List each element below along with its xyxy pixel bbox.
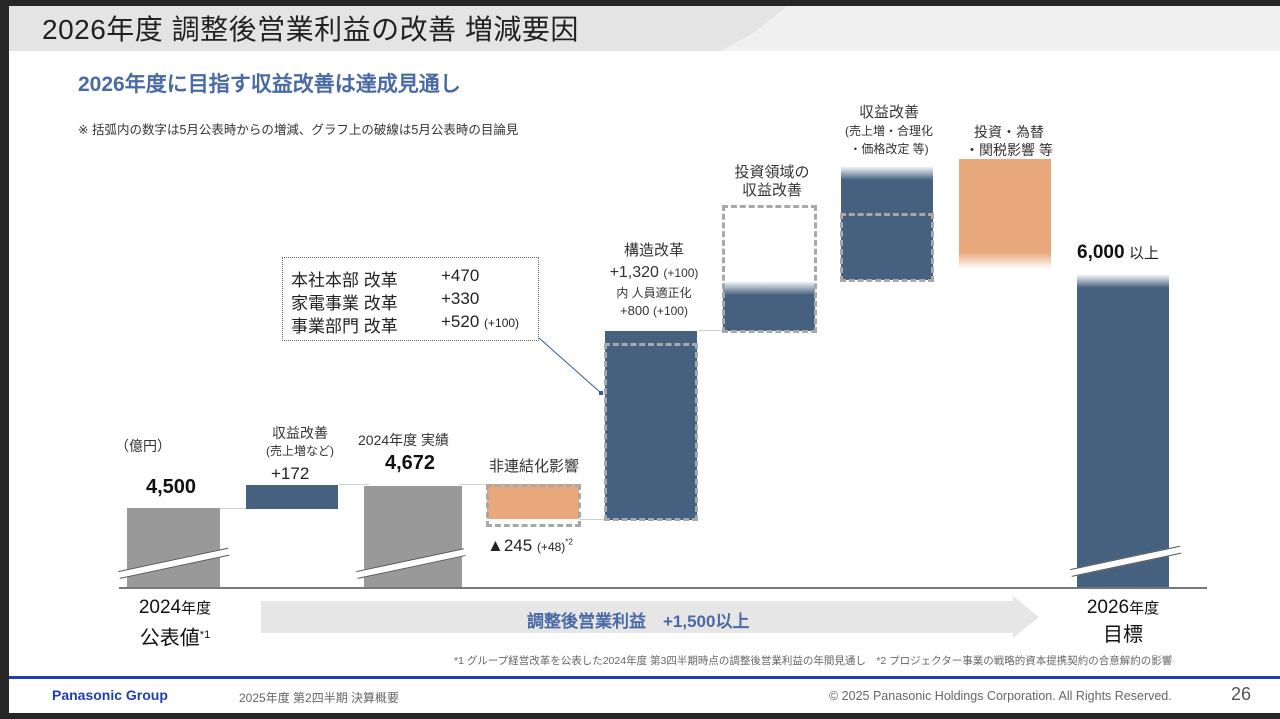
- bar-value-2024-forecast: 4,500: [146, 476, 197, 498]
- bar-2026-target: [1077, 274, 1169, 587]
- bar-label-line: 収益改善: [272, 425, 328, 441]
- plan-outline: [722, 205, 817, 333]
- year: 2026: [1086, 597, 1130, 618]
- bar-label-revenue: 収益改善 (売上増など): [254, 424, 346, 460]
- label-line: ・関税影響 等: [965, 142, 1053, 158]
- footer-period: 2025年度 第2四半期 決算概要: [239, 691, 400, 705]
- connector: [339, 484, 369, 485]
- bar-label-deconsolidation: 非連結化影響: [489, 458, 580, 475]
- bar-structural-reform: [605, 331, 697, 520]
- callout-row: 事業部門 改革 +520 (+100): [291, 312, 519, 337]
- nendo: 年度: [181, 600, 212, 617]
- structural-reform-breakdown: 本社本部 改革 +470 家電事業 改革 +330 事業部門 改革 +520 (+10…: [282, 257, 539, 341]
- footer-divider: [9, 676, 1280, 679]
- page-number: 26: [1231, 684, 1252, 704]
- title-bar: [9, 6, 1280, 51]
- sub-label: 内 人員適正化: [616, 286, 692, 300]
- row-label: 本社本部 改革: [291, 271, 398, 290]
- label-line: 投資・為替: [974, 124, 1044, 140]
- page-subtitle: 2026年度に目指す収益改善は達成見通し: [78, 73, 461, 96]
- bar-revenue-improvement: [246, 485, 338, 509]
- bar-deconsolidation: [487, 484, 579, 519]
- page-title: 2026年度 調整後営業利益の改善 増減要因: [42, 14, 579, 45]
- footer-copyright: © 2025 Panasonic Holdings Corporation. A…: [829, 689, 1172, 703]
- bar-2024-forecast: [127, 508, 220, 587]
- value: ▲245: [487, 536, 533, 555]
- label: 目標: [1103, 624, 1143, 646]
- bar-investment-areas: [723, 281, 815, 331]
- title-bar-accent: [720, 6, 1280, 51]
- x-label-2024: 2024年度 公表値*1: [127, 595, 223, 653]
- callout-leader-line: [538, 337, 603, 395]
- slide: 2026年度 調整後営業利益の改善 増減要因 2026年度に目指す収益改善は達成…: [9, 6, 1280, 713]
- nendo: 年度: [1129, 600, 1160, 617]
- bar-label-revenue-improvement: 収益改善 (売上増・合理化 ・価格改定 等): [829, 104, 949, 158]
- connector: [459, 484, 489, 485]
- row-value: +470: [441, 266, 480, 285]
- arrow-text: 調整後営業利益 +1,500以上: [527, 612, 750, 631]
- row-label: 家電事業 改革: [291, 294, 398, 313]
- value: 6,000: [1077, 242, 1125, 263]
- row-delta: (+100): [484, 316, 520, 330]
- label-line: 収益改善: [858, 104, 919, 121]
- plan-outline: [604, 343, 698, 521]
- delta: (+48): [536, 540, 566, 554]
- row-value: +520: [441, 312, 480, 331]
- bar-value-2024-actual: 4,672: [385, 452, 436, 474]
- bar-label-line: (売上増など): [266, 444, 334, 458]
- year: 2024: [138, 597, 182, 618]
- label-line: (売上増・合理化: [845, 124, 933, 138]
- label-line: 投資領域の: [734, 164, 810, 181]
- connector: [699, 330, 729, 331]
- label: 公表値: [139, 627, 200, 650]
- bar-label-structural: 構造改革 +1,320 (+100) 内 人員適正化 +800 (+100): [594, 242, 714, 320]
- bar-value-revenue: +172: [271, 464, 310, 483]
- footnotes: *1 グループ経営改革を公表した2024年度 第3四半期時点の調整後営業利益の年…: [454, 655, 1173, 667]
- connector: [579, 519, 609, 520]
- bar-label-investment-fx: 投資・為替 ・関税影響 等: [959, 123, 1059, 159]
- bar-value-deconsolidation: ▲245 (+48)*2: [487, 536, 573, 556]
- delta: (+100): [663, 266, 699, 280]
- x-axis-line: [119, 587, 1207, 589]
- bar-label-2024-actual: 2024年度 実績: [358, 432, 450, 448]
- chart-note: ※ 括弧内の数字は5月公表時からの増減、グラフ上の破線は5月公表時の目論見: [78, 123, 519, 137]
- footer-logo: Panasonic Group: [52, 687, 168, 703]
- plan-outline: [840, 213, 934, 282]
- bar-value-2026-target: 6,000 以上: [1077, 242, 1159, 264]
- value: +1,320: [609, 264, 659, 281]
- unit-label: （億円）: [115, 438, 171, 454]
- callout-row: 家電事業 改革 +330: [291, 289, 479, 314]
- arrow-head-icon: [1013, 596, 1039, 638]
- sub-value: +800: [620, 303, 650, 318]
- label: 構造改革: [623, 242, 684, 259]
- arrow-bar: [261, 601, 1013, 633]
- connector: [219, 508, 249, 509]
- label-line: 収益改善: [741, 182, 802, 199]
- bar-revenue-improvement-2: [841, 166, 933, 280]
- suffix: 以上: [1129, 245, 1160, 262]
- row-value: +330: [441, 289, 480, 308]
- footnote-ref: *1: [199, 629, 211, 641]
- bar-label-investment-areas: 投資領域の 収益改善: [722, 164, 822, 200]
- callout-row: 本社本部 改革 +470: [291, 266, 479, 291]
- bar-investment-fx-tariff: [959, 159, 1051, 269]
- footnote-ref: *2: [565, 537, 573, 547]
- sub-delta: (+100): [652, 304, 688, 318]
- x-label-2026: 2026年度 目標: [1075, 595, 1171, 648]
- label-line: ・価格改定 等): [849, 142, 929, 156]
- row-label: 事業部門 改革: [291, 317, 398, 336]
- plan-outline: [486, 484, 581, 527]
